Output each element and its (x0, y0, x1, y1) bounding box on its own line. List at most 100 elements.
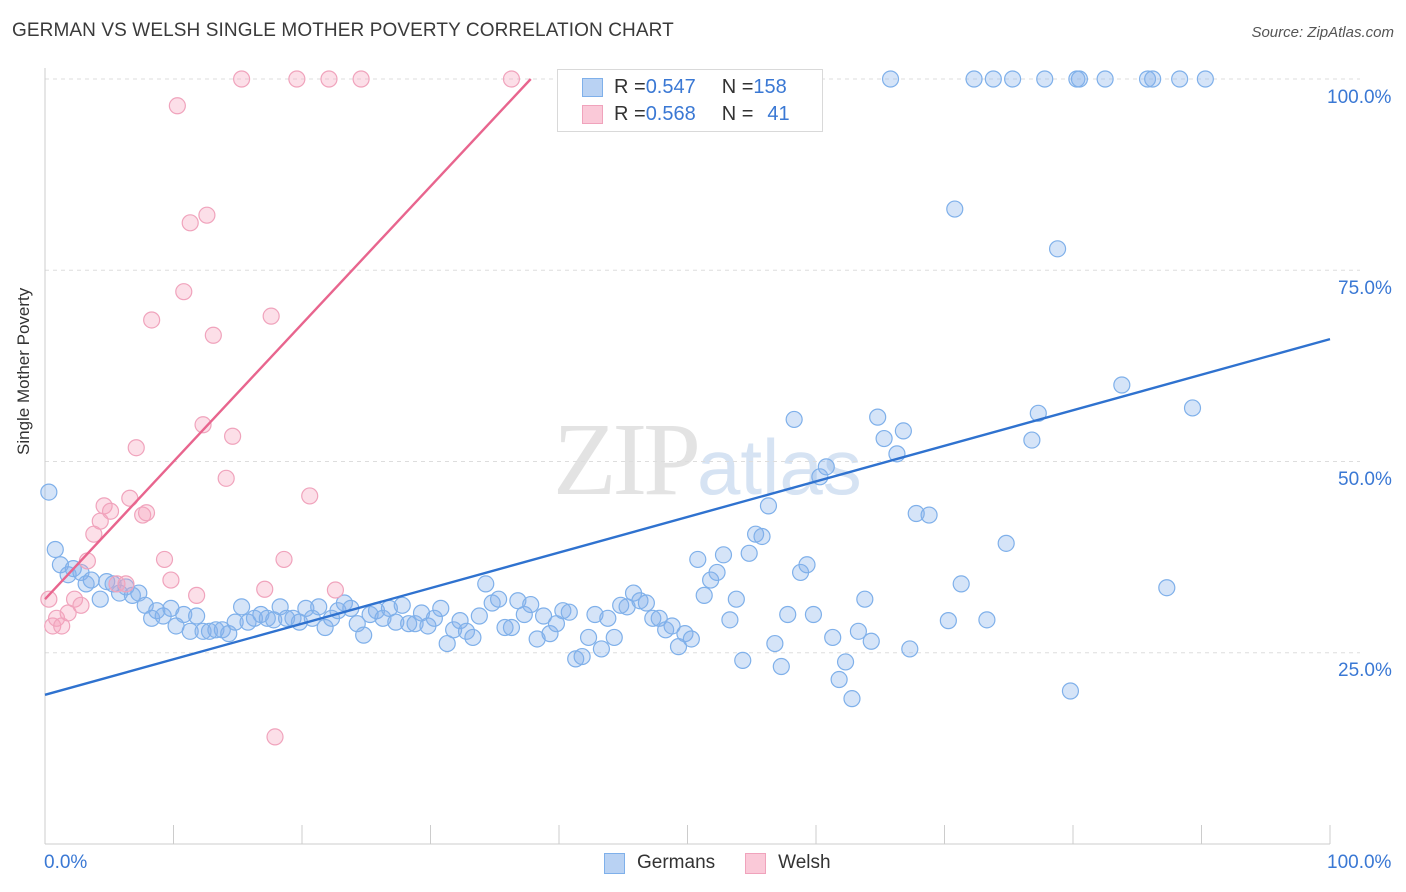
german-point (939, 612, 957, 630)
welsh-point (127, 439, 145, 457)
german-point (689, 550, 707, 569)
german-point (464, 628, 482, 647)
german-point (226, 613, 244, 631)
german-point (104, 575, 122, 593)
german-point (496, 618, 514, 637)
german-point (82, 571, 100, 589)
y-tick-50: 50.0% (1338, 469, 1392, 490)
german-point (965, 70, 983, 88)
legend-r-label: R = (614, 75, 646, 98)
german-point (592, 640, 611, 658)
welsh-point (301, 487, 319, 505)
bottom-legend-welsh: Welsh (745, 852, 831, 874)
german-point (457, 622, 476, 640)
german-point (1113, 376, 1131, 394)
german-point (772, 657, 790, 676)
x-tick-0: 0.0% (44, 852, 88, 873)
german-point (200, 622, 219, 640)
welsh-point (40, 590, 58, 608)
german-point (490, 590, 508, 608)
german-point (509, 592, 527, 610)
bottom-legend-germans-label: Germans (637, 852, 716, 873)
german-point (817, 458, 835, 476)
german-point (560, 603, 578, 621)
german-point (425, 609, 443, 627)
german-point (682, 630, 700, 648)
german-point (194, 622, 212, 640)
german-point (438, 634, 456, 653)
welsh-point (72, 596, 90, 614)
german-point (920, 506, 938, 524)
german-point (277, 609, 296, 627)
welsh-point (352, 70, 370, 88)
german-point (869, 408, 887, 426)
german-point (875, 429, 893, 448)
german-point (740, 544, 758, 562)
welsh-point (168, 97, 186, 115)
german-point (46, 540, 64, 559)
german-point (1029, 404, 1047, 422)
german-point (605, 628, 623, 647)
german-point (1096, 70, 1114, 88)
german-point (952, 575, 970, 593)
german-point (779, 605, 797, 624)
german-point (387, 613, 405, 631)
welsh-point (275, 550, 293, 569)
german-point (297, 599, 315, 617)
welsh-point (108, 575, 126, 593)
german-point (579, 628, 598, 647)
welsh-swatch (582, 104, 603, 124)
germans-swatch (604, 852, 625, 874)
german-point (1036, 70, 1054, 88)
welsh-point (155, 550, 174, 569)
german-point (798, 556, 816, 574)
legend-r-label: R = (614, 102, 646, 125)
y-axis-label: Single Mother Poverty (14, 287, 33, 455)
german-point (766, 634, 784, 653)
chart-title: GERMAN VS WELSH SINGLE MOTHER POVERTY CO… (12, 20, 674, 41)
german-point (534, 607, 553, 625)
german-point (978, 611, 996, 629)
welsh-point (256, 580, 274, 598)
welsh-point (188, 586, 206, 604)
x-tick-100: 100.0% (1327, 852, 1392, 873)
german-point (374, 609, 392, 627)
german-point (785, 410, 803, 429)
germans-swatch (582, 77, 603, 97)
german-point (586, 605, 604, 624)
german-point (881, 70, 900, 88)
german-point (554, 602, 572, 620)
german-point (695, 586, 713, 604)
german-point (188, 607, 206, 625)
bottom-legend-germans: Germans (604, 852, 715, 874)
german-point (894, 422, 912, 440)
german-point (310, 598, 328, 616)
welsh-point (101, 502, 120, 520)
german-point (824, 628, 842, 647)
welsh-point (320, 70, 338, 88)
legend-row-germans: R = 0.547 N = 158 (582, 75, 787, 99)
watermark-zip: ZIP (553, 402, 701, 517)
german-point (316, 618, 334, 637)
welsh-point (181, 214, 199, 232)
y-tick-100: 100.0% (1327, 87, 1392, 108)
german-point (907, 504, 925, 523)
welsh-point (65, 590, 84, 608)
german-point (997, 534, 1015, 552)
welsh-point (233, 70, 251, 88)
legend: R = 0.547 N = 158 R = 0.568 N = 41 (557, 69, 823, 132)
german-point (984, 70, 1002, 88)
welsh-point (194, 416, 212, 434)
german-point (451, 612, 469, 630)
german-point (612, 596, 630, 614)
german-point (258, 609, 276, 627)
german-point (599, 609, 617, 627)
german-point (843, 690, 861, 708)
german-point (181, 622, 199, 640)
german-point (708, 563, 726, 582)
german-point (91, 590, 109, 608)
german-point (663, 617, 681, 635)
welsh-point (137, 504, 156, 522)
welsh-point (175, 283, 193, 301)
